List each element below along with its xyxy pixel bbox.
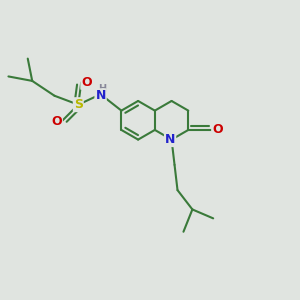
Text: N: N [95, 89, 106, 102]
Text: N: N [165, 133, 175, 146]
Text: O: O [51, 115, 62, 128]
Text: O: O [212, 123, 223, 136]
Text: O: O [81, 76, 92, 89]
Text: H: H [98, 84, 106, 94]
Text: S: S [74, 98, 83, 111]
